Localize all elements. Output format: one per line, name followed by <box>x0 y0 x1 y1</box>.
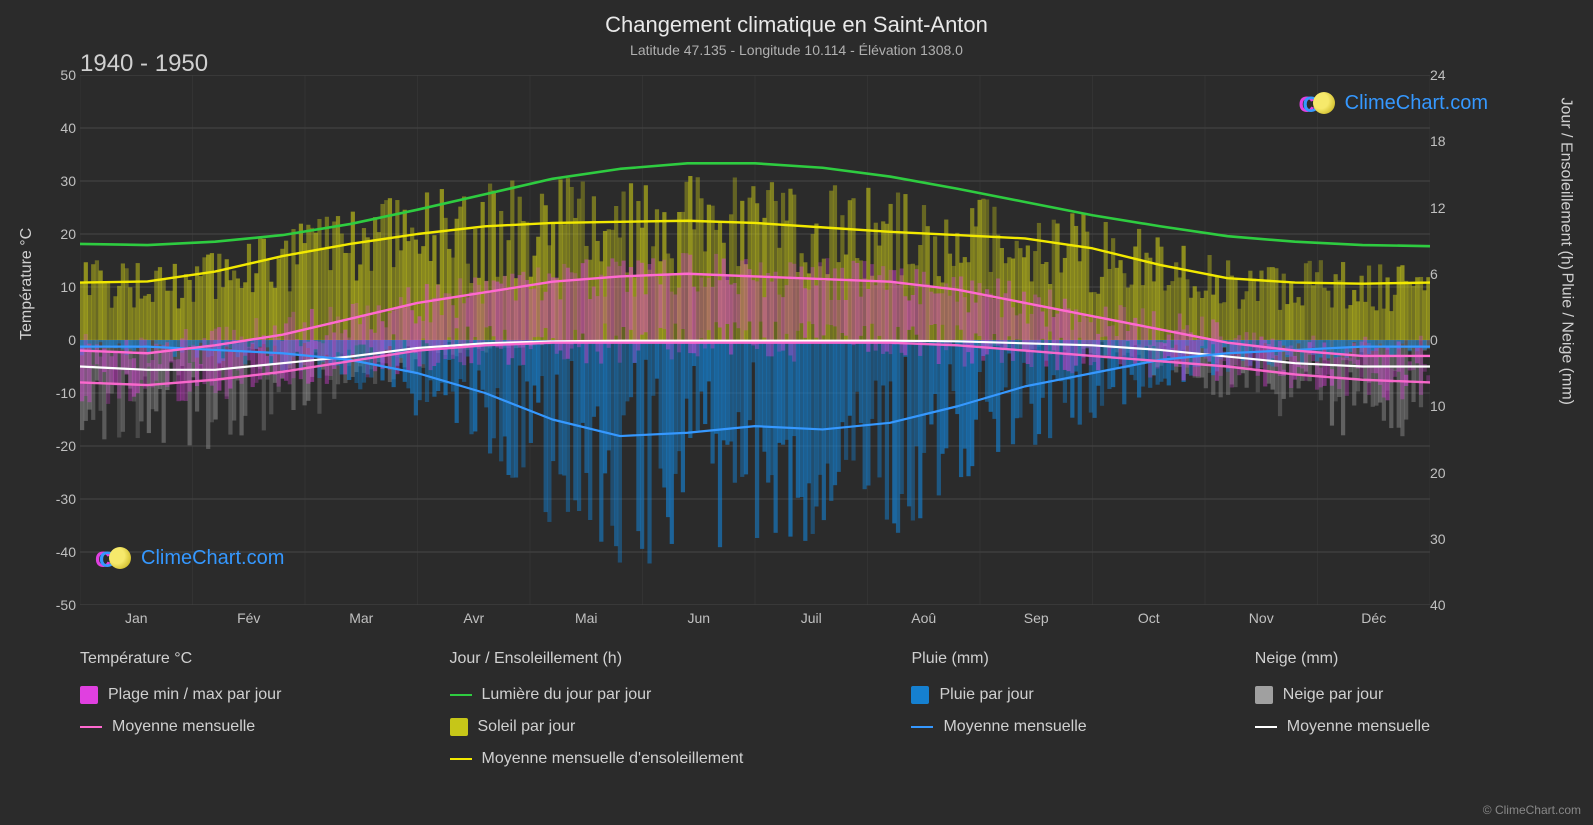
y-axis-right-top-label: Jour / Ensoleillement (h) <box>1557 97 1575 270</box>
legend-header: Jour / Ensoleillement (h) <box>450 650 744 668</box>
x-tick: Fév <box>237 610 260 626</box>
y-tick-right: 18 <box>1430 133 1458 149</box>
x-tick: Sep <box>1024 610 1049 626</box>
x-tick: Jun <box>687 610 710 626</box>
legend-label: Moyenne mensuelle d'ensoleillement <box>482 750 744 768</box>
legend-swatch-icon <box>450 718 468 736</box>
legend-swatch-icon <box>450 694 472 696</box>
y-tick-right: 30 <box>1430 531 1458 547</box>
legend-item: Plage min / max par jour <box>80 686 281 704</box>
legend-item: Moyenne mensuelle <box>911 718 1086 736</box>
y-tick-left: -50 <box>48 597 76 613</box>
legend-swatch-icon <box>450 758 472 760</box>
x-tick: Mar <box>349 610 373 626</box>
y-tick-left: -40 <box>48 544 76 560</box>
y-tick-left: -30 <box>48 491 76 507</box>
legend-column: Pluie (mm) Pluie par jour Moyenne mensuell… <box>911 650 1086 768</box>
copyright: © ClimeChart.com <box>1483 803 1581 817</box>
legend-item: Moyenne mensuelle <box>1255 718 1430 736</box>
y-tick-right: 0 <box>1430 332 1458 348</box>
y-tick-left: 40 <box>48 120 76 136</box>
legend-swatch-icon <box>1255 726 1277 728</box>
x-tick: Juil <box>801 610 822 626</box>
legend-swatch-icon <box>911 726 933 728</box>
legend-label: Moyenne mensuelle <box>112 718 255 736</box>
y-tick-left: 10 <box>48 279 76 295</box>
legend-header: Température °C <box>80 650 281 668</box>
x-tick: Avr <box>463 610 484 626</box>
legend-header: Neige (mm) <box>1255 650 1430 668</box>
legend-column: Neige (mm) Neige par jour Moyenne mensuell… <box>1255 650 1430 768</box>
legend-label: Moyenne mensuelle <box>943 718 1086 736</box>
y-tick-right: 20 <box>1430 465 1458 481</box>
y-tick-left: 30 <box>48 173 76 189</box>
legend-label: Lumière du jour par jour <box>482 686 652 704</box>
logo-mark-icon: CC <box>95 545 135 571</box>
legend-swatch-icon <box>80 686 98 704</box>
y-tick-left: 50 <box>48 67 76 83</box>
period-label: 1940 - 1950 <box>80 50 208 78</box>
x-tick: Mai <box>575 610 598 626</box>
y-tick-right: 12 <box>1430 200 1458 216</box>
logo-top: CC ClimeChart.com <box>1299 90 1488 116</box>
chart-area <box>80 75 1430 605</box>
logo-bottom: CC ClimeChart.com <box>95 545 284 571</box>
legend-label: Plage min / max par jour <box>108 686 281 704</box>
legend-label: Soleil par jour <box>478 718 576 736</box>
x-tick: Aoû <box>911 610 936 626</box>
y-tick-left: -20 <box>48 438 76 454</box>
y-tick-right: 40 <box>1430 597 1458 613</box>
root: Changement climatique en Saint-Anton Lat… <box>0 0 1593 825</box>
x-tick: Déc <box>1361 610 1386 626</box>
legend-label: Neige par jour <box>1283 686 1384 704</box>
legend-label: Moyenne mensuelle <box>1287 718 1430 736</box>
chart-title: Changement climatique en Saint-Anton <box>0 12 1593 38</box>
legend-swatch-icon <box>911 686 929 704</box>
y-tick-right: 6 <box>1430 266 1458 282</box>
y-tick-left: 20 <box>48 226 76 242</box>
y-tick-left: -10 <box>48 385 76 401</box>
legend-header: Pluie (mm) <box>911 650 1086 668</box>
x-tick: Nov <box>1249 610 1274 626</box>
legend-label: Pluie par jour <box>939 686 1033 704</box>
y-tick-right: 24 <box>1430 67 1458 83</box>
legend-item: Moyenne mensuelle <box>80 718 281 736</box>
legend-item: Neige par jour <box>1255 686 1430 704</box>
legend-column: Température °C Plage min / max par jour Mo… <box>80 650 281 768</box>
logo-mark-icon: CC <box>1299 90 1339 116</box>
legend-swatch-icon <box>80 726 102 728</box>
x-tick: Oct <box>1138 610 1160 626</box>
chart-subtitle: Latitude 47.135 - Longitude 10.114 - Élé… <box>0 42 1593 58</box>
legend-item: Moyenne mensuelle d'ensoleillement <box>450 750 744 768</box>
legend-item: Soleil par jour <box>450 718 744 736</box>
y-tick-left: 0 <box>48 332 76 348</box>
legend-swatch-icon <box>1255 686 1273 704</box>
logo-text: ClimeChart.com <box>141 547 284 570</box>
chart-svg <box>80 75 1430 605</box>
legend-item: Lumière du jour par jour <box>450 686 744 704</box>
y-axis-left-label: Température °C <box>18 228 36 340</box>
y-axis-right-bottom-label: Pluie / Neige (mm) <box>1557 273 1575 405</box>
logo-text: ClimeChart.com <box>1345 92 1488 115</box>
legend-column: Jour / Ensoleillement (h) Lumière du jour… <box>450 650 744 768</box>
legend-item: Pluie par jour <box>911 686 1086 704</box>
y-tick-right: 10 <box>1430 398 1458 414</box>
x-tick: Jan <box>125 610 148 626</box>
legend: Température °C Plage min / max par jour Mo… <box>80 650 1430 768</box>
